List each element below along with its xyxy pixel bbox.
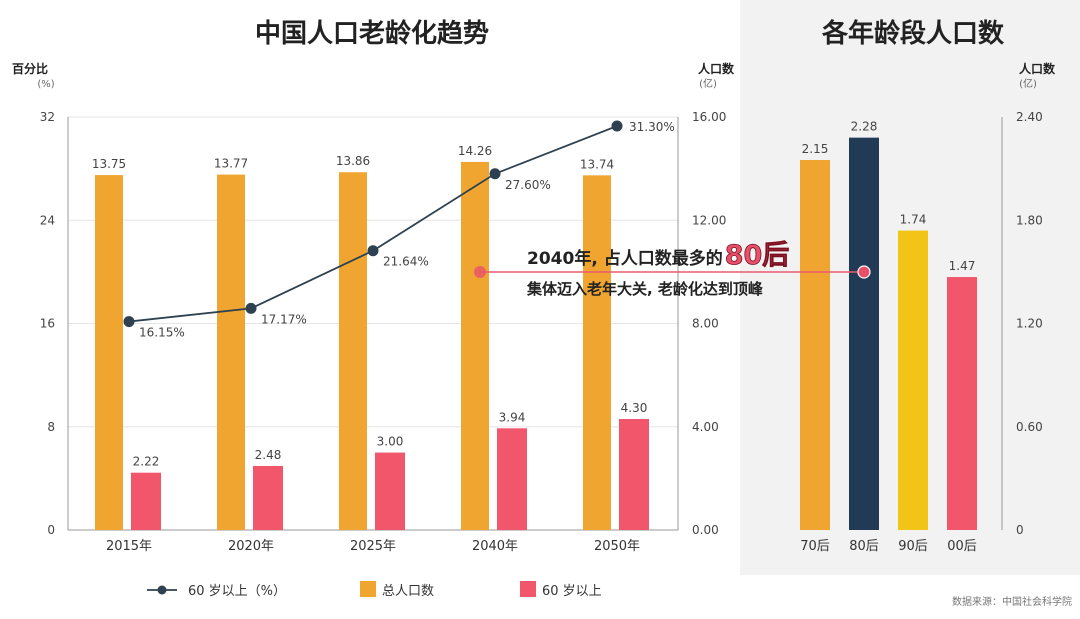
line-point <box>489 168 501 180</box>
right-chart-axis-tick: 0.60 <box>1016 420 1043 434</box>
right-chart-title: 各年龄段人口数 <box>821 18 1005 49</box>
age-group-bar-label: 1.74 <box>900 213 927 227</box>
bar-total-population <box>217 174 245 530</box>
age-group-category: 80后 <box>849 539 879 554</box>
bar-total-label: 13.86 <box>336 154 370 168</box>
x-axis-category: 2020年 <box>228 539 274 554</box>
annotation-highlight: 80后 <box>725 240 790 271</box>
annotation-line1-prefix: 2040年, 占人口数最多的 <box>527 248 723 269</box>
bar-60plus-label: 3.00 <box>377 435 404 449</box>
right-chart-axis-tick: 2.40 <box>1016 110 1043 124</box>
line-point-label: 31.30% <box>629 120 675 134</box>
right-chart-axis-tick: 1.20 <box>1016 317 1043 331</box>
source-note: 数据来源：中国社会科学院 <box>952 595 1072 608</box>
left-axis-tick: 0 <box>47 523 55 537</box>
bar-60plus-label: 2.22 <box>133 455 160 469</box>
line-point-label: 27.60% <box>505 178 551 192</box>
right-axis-tick: 16.00 <box>692 110 726 124</box>
left-axis-tick: 24 <box>40 213 55 227</box>
bar-60plus-population <box>253 465 283 530</box>
bar-60plus-population <box>375 452 405 530</box>
legend-swatch-60plus <box>520 581 536 597</box>
age-group-bar <box>800 160 830 531</box>
legend-label-total: 总人口数 <box>382 584 434 599</box>
left-axis-tick: 8 <box>47 420 55 434</box>
age-group-bar <box>947 277 977 530</box>
bar-total-label: 13.75 <box>92 157 126 171</box>
right-chart-axis-unit: (亿) <box>1019 77 1037 90</box>
left-axis-label: 百分比 <box>12 61 48 76</box>
bar-60plus-label: 2.48 <box>255 448 282 462</box>
left-chart-title: 中国人口老龄化趋势 <box>255 18 489 49</box>
bar-total-label: 13.74 <box>580 157 614 171</box>
age-group-bar-label: 2.28 <box>851 120 878 134</box>
right-axis-tick: 4.00 <box>692 420 719 434</box>
left-axis-tick: 16 <box>40 317 55 331</box>
legend-line-marker <box>157 585 167 595</box>
right-axis-tick: 0.00 <box>692 523 719 537</box>
right-axis-tick: 8.00 <box>692 317 719 331</box>
line-point <box>245 302 257 314</box>
bar-60plus-population <box>497 428 527 530</box>
right-axis-unit: (亿) <box>699 77 717 90</box>
line-point <box>123 316 135 328</box>
x-axis-category: 2025年 <box>350 539 396 554</box>
age-group-bar-label: 2.15 <box>802 142 829 156</box>
age-group-bar <box>849 137 879 530</box>
right-chart-axis-tick: 1.80 <box>1016 213 1043 227</box>
annotation-line2: 集体迈入老年大关, 老龄化达到顶峰 <box>526 280 764 298</box>
age-group-category: 00后 <box>947 539 977 554</box>
age-group-category: 90后 <box>898 539 928 554</box>
age-group-bar-label: 1.47 <box>949 259 976 273</box>
annotation-dot-left <box>474 266 486 278</box>
bar-total-population <box>461 161 489 530</box>
legend-label-60plus-percent: 60 岁以上（%） <box>188 584 286 599</box>
bar-total-population <box>95 175 123 530</box>
bar-total-label: 13.77 <box>214 157 248 171</box>
line-point-label: 21.64% <box>383 255 429 269</box>
right-axis-label: 人口数 <box>698 61 735 76</box>
line-point-label: 16.15% <box>139 326 185 340</box>
right-chart-axis-tick: 0 <box>1016 523 1024 537</box>
bar-60plus-label: 3.94 <box>499 410 526 424</box>
bar-total-label: 14.26 <box>458 144 492 158</box>
bar-total-population <box>339 172 367 530</box>
annotation-line1: 2040年, 占人口数最多的80后 <box>527 240 789 271</box>
left-axis-tick: 32 <box>40 110 55 124</box>
age-group-category: 70后 <box>800 539 830 554</box>
x-axis-category: 2050年 <box>594 539 640 554</box>
bar-60plus-population <box>619 419 649 530</box>
left-axis-unit: (%) <box>37 79 54 90</box>
legend-swatch-total <box>360 581 376 597</box>
bar-total-population <box>583 175 611 530</box>
right-chart-axis-label: 人口数 <box>1019 61 1056 76</box>
right-axis-tick: 12.00 <box>692 213 726 227</box>
x-axis-category: 2015年 <box>106 539 152 554</box>
legend-label-60plus: 60 岁以上 <box>542 584 602 599</box>
x-axis-category: 2040年 <box>472 539 518 554</box>
line-point-label: 17.17% <box>261 312 307 326</box>
annotation-dot-right <box>857 265 871 279</box>
bar-60plus-label: 4.30 <box>621 401 648 415</box>
bar-60plus-population <box>131 472 161 530</box>
age-group-bar <box>898 230 928 530</box>
line-point <box>367 245 379 257</box>
line-point <box>611 120 623 132</box>
